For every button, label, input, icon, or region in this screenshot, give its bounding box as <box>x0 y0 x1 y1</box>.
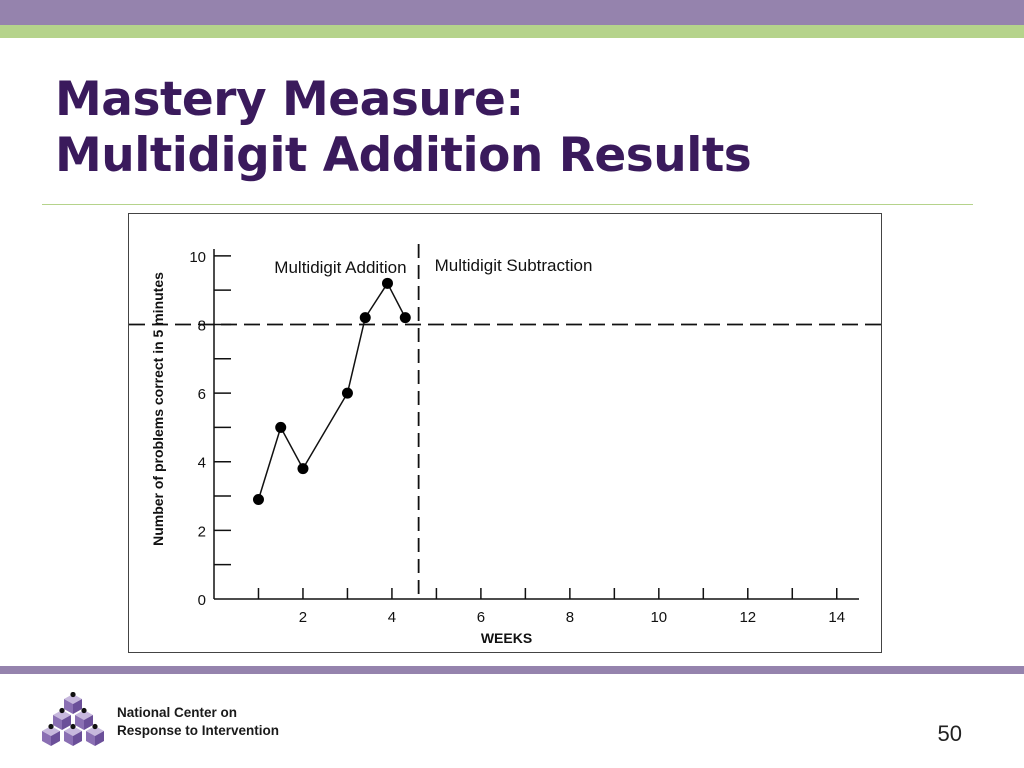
data-point <box>341 387 353 399</box>
y-tick-label: 10 <box>189 249 206 266</box>
x-tick-label: 12 <box>739 609 756 626</box>
data-point <box>297 463 309 475</box>
x-tick-label: 2 <box>299 609 307 626</box>
x-tick-label: 14 <box>828 609 845 626</box>
top-green-band <box>0 25 1024 38</box>
data-point <box>399 312 411 324</box>
x-tick-label: 4 <box>388 609 396 626</box>
slide-title: Mastery Measure: Multidigit Addition Res… <box>55 72 752 184</box>
org-name-line-1: National Center on <box>117 705 238 720</box>
y-tick-label: 8 <box>198 317 206 334</box>
progress-chart: 0 2 4 6 8 10 2 4 6 8 10 12 14 WEEKS Number of problems… <box>129 244 881 646</box>
title-line-2: Multidigit Addition Results <box>55 128 752 183</box>
y-tick-label: 2 <box>198 523 206 540</box>
chart-frame: 0 2 4 6 8 10 2 4 6 8 10 12 14 WEEKS Number of problems… <box>128 213 882 653</box>
phase-label-addition: Multidigit Addition <box>274 258 406 277</box>
data-point <box>275 421 287 433</box>
bottom-purple-band <box>0 666 1024 674</box>
x-axis-label: WEEKS <box>481 630 532 646</box>
phase-label-subtraction: Multidigit Subtraction <box>435 256 593 275</box>
series-line <box>257 281 406 500</box>
title-line-1: Mastery Measure: <box>55 72 524 127</box>
data-point <box>381 277 393 289</box>
data-point <box>252 493 264 505</box>
data-point <box>359 312 371 324</box>
y-tick-label: 6 <box>198 386 206 403</box>
y-axis-label: Number of problems correct in 5 minutes <box>150 272 166 546</box>
x-tick-label: 6 <box>477 609 485 626</box>
x-tick-label: 8 <box>566 609 574 626</box>
top-purple-band <box>0 0 1024 25</box>
x-tick-label: 10 <box>650 609 667 626</box>
page-number: 50 <box>937 721 962 746</box>
y-tick-label: 0 <box>198 592 206 609</box>
y-tick-label: 4 <box>198 455 206 472</box>
title-divider <box>42 204 973 205</box>
organization-name: National Center on Response to Intervent… <box>117 704 279 740</box>
org-name-line-2: Response to Intervention <box>117 723 280 738</box>
stacked-cubes-logo-icon <box>42 692 104 746</box>
